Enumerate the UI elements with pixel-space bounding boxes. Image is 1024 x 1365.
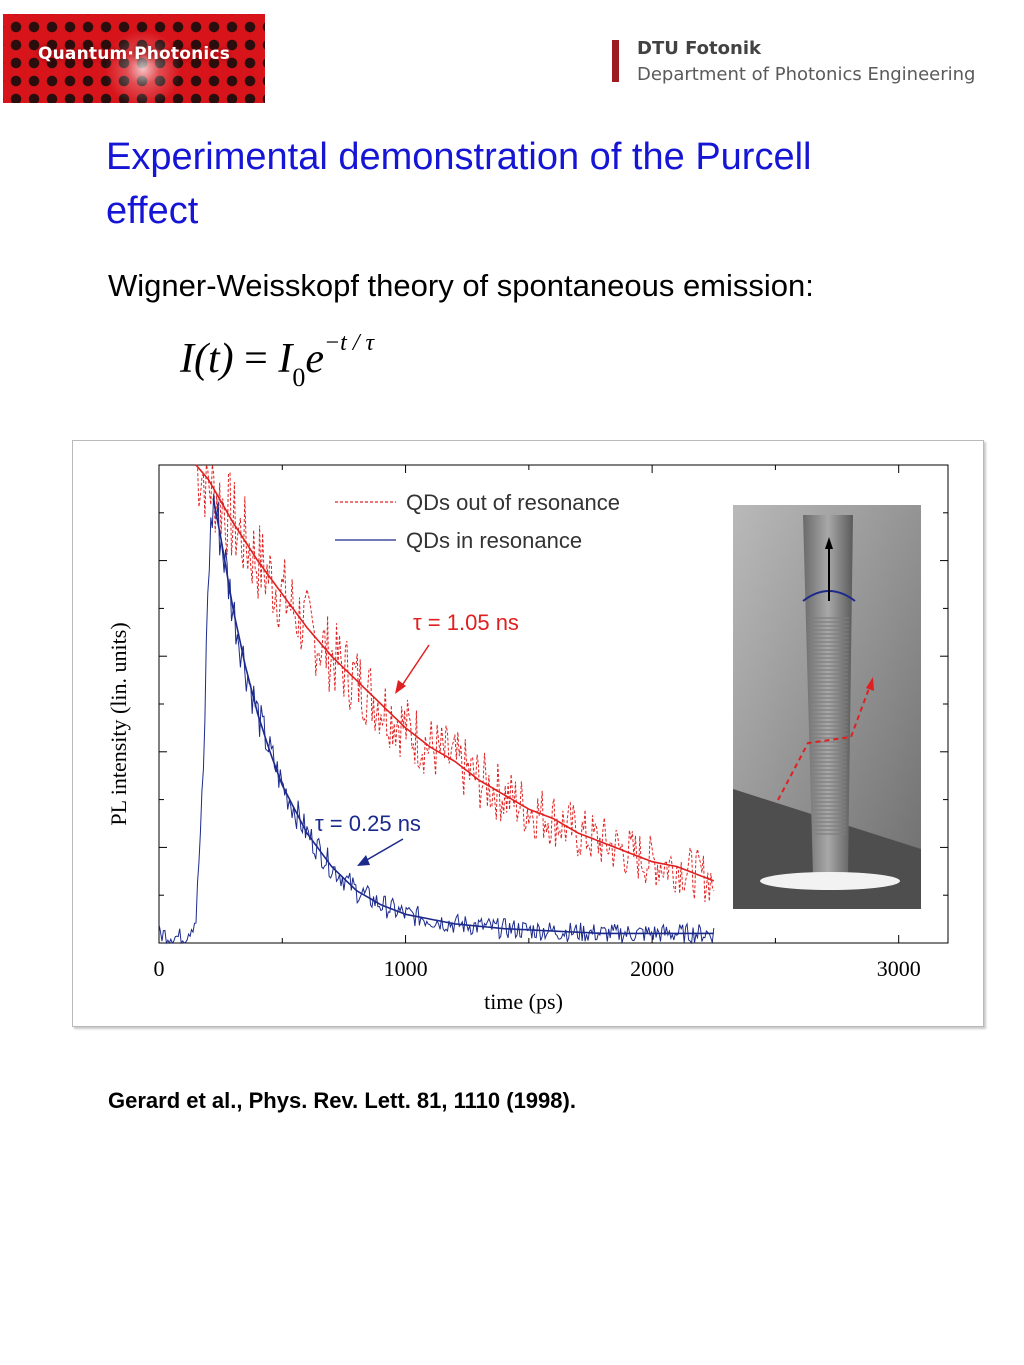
equation-lhs: I(t)	[180, 336, 234, 382]
equation-base: I	[278, 336, 293, 382]
dtu-logo-department: Department of Photonics Engineering	[637, 64, 976, 85]
x-tick-label: 0	[154, 956, 165, 981]
inset-leaky-arrowhead	[866, 677, 874, 691]
decay-chart: 0 1000 2000 3000 time (ps) PL intensity (lin.…	[106, 464, 949, 1014]
quantum-photonics-logo-text: Quantum·Photonics	[37, 44, 231, 64]
equation-subscript: 0	[292, 363, 306, 392]
inset-mirror-layers	[807, 615, 849, 835]
series-fit-line-1	[195, 464, 715, 882]
inset-leaky-arrow	[777, 682, 872, 801]
legend-label-1: QDs out of resonance	[406, 490, 620, 515]
series-fit-line-2	[212, 498, 714, 935]
citation: Gerard et al., Phys. Rev. Lett. 81, 1110…	[108, 1088, 576, 1113]
equation-equals: =	[244, 336, 268, 382]
x-tick-label: 3000	[877, 956, 921, 981]
inset-emission-arrowhead	[825, 537, 833, 549]
annotation-arrowhead-in	[357, 855, 370, 866]
dtu-logo-bar	[612, 40, 619, 82]
annotation-arrow-in	[364, 838, 404, 862]
slide-subtitle: Wigner-Weisskopf theory of spontaneous e…	[108, 268, 814, 303]
y-axis-label: PL intensity (lin. units)	[106, 622, 131, 825]
x-tick-label: 1000	[384, 956, 428, 981]
equation-exp-base: e	[305, 336, 324, 382]
decay-equation: I(t) = I0e−t / τ	[180, 330, 374, 415]
series-data-line-1	[195, 464, 715, 902]
inset-base-glow	[760, 872, 900, 890]
quantum-photonics-logo: Quantum·Photonics	[3, 14, 265, 103]
slide-title: Experimental demonstration of the Purcel…	[106, 136, 812, 232]
x-axis-label: time (ps)	[484, 989, 563, 1014]
x-tick-label: 2000	[630, 956, 674, 981]
annotation-tau-in: τ = 0.25 ns	[315, 811, 421, 836]
annotation-arrow-out	[400, 644, 430, 688]
legend-label-2: QDs in resonance	[406, 528, 582, 553]
dtu-logo-name: DTU Fotonik	[637, 38, 761, 59]
series-data-line-2	[158, 493, 715, 945]
annotation-tau-out: τ = 1.05 ns	[413, 610, 519, 635]
annotation-arrowhead-out	[395, 680, 406, 694]
figure-frame: 0 1000 2000 3000 time (ps) PL intensity (lin.…	[72, 440, 984, 1027]
equation-exponent: −t / τ	[323, 330, 375, 356]
